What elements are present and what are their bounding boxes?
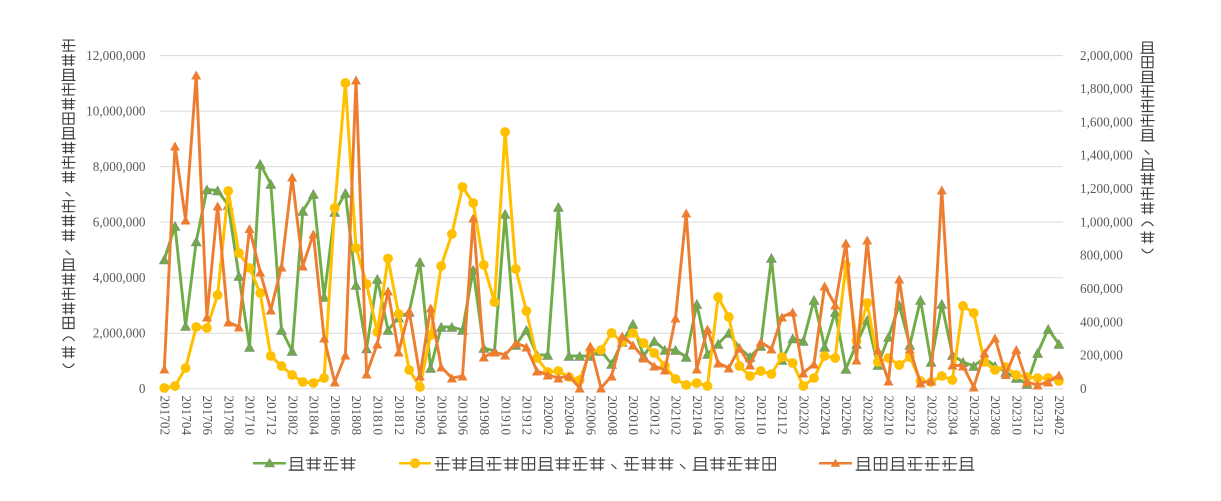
svg-text:8,000,000: 8,000,000 — [93, 159, 146, 174]
svg-text:1,400,000: 1,400,000 — [1080, 148, 1133, 163]
svg-text:202402: 202402 — [1052, 396, 1067, 436]
svg-text:202104: 202104 — [690, 396, 705, 436]
svg-text:201904: 201904 — [434, 396, 449, 436]
svg-text:202006: 202006 — [584, 396, 599, 436]
svg-text:201908: 201908 — [477, 396, 492, 436]
svg-text:202302: 202302 — [924, 396, 939, 436]
svg-text:202010: 202010 — [626, 396, 641, 436]
svg-text:202202: 202202 — [797, 396, 812, 436]
svg-text:600,000: 600,000 — [1080, 281, 1123, 296]
svg-text:201906: 201906 — [456, 396, 471, 436]
svg-text:12,000,000: 12,000,000 — [86, 48, 146, 63]
svg-text:202004: 202004 — [562, 396, 577, 436]
svg-text:0: 0 — [139, 381, 146, 396]
svg-text:6,000,000: 6,000,000 — [93, 214, 146, 229]
svg-text:201804: 201804 — [307, 396, 322, 436]
svg-text:202008: 202008 — [605, 396, 620, 436]
svg-text:202310: 202310 — [1010, 396, 1025, 436]
svg-text:201802: 201802 — [285, 396, 300, 436]
svg-text:201806: 201806 — [328, 396, 343, 436]
svg-text:201704: 201704 — [179, 396, 194, 436]
svg-text:201812: 201812 — [392, 396, 407, 436]
svg-text:202002: 202002 — [541, 396, 556, 436]
svg-text:400,000: 400,000 — [1080, 314, 1123, 329]
svg-text:201902: 201902 — [413, 396, 428, 436]
svg-text:201706: 201706 — [200, 396, 215, 436]
svg-text:202102: 202102 — [669, 396, 684, 436]
svg-text:201910: 201910 — [498, 396, 513, 436]
svg-text:202108: 202108 — [733, 396, 748, 436]
svg-text:202208: 202208 — [860, 396, 875, 436]
svg-text:10,000,000: 10,000,000 — [86, 103, 146, 118]
svg-text:2,000,000: 2,000,000 — [1080, 48, 1133, 63]
svg-text:202304: 202304 — [946, 396, 961, 436]
svg-text:202106: 202106 — [711, 396, 726, 436]
svg-text:1,200,000: 1,200,000 — [1080, 181, 1133, 196]
svg-text:202306: 202306 — [967, 396, 982, 436]
svg-text:201710: 201710 — [243, 396, 258, 436]
svg-text:0: 0 — [1080, 381, 1087, 396]
svg-text:201912: 201912 — [520, 396, 535, 436]
svg-text:1,800,000: 1,800,000 — [1080, 81, 1133, 96]
svg-text:201810: 201810 — [371, 396, 386, 436]
svg-text:201702: 201702 — [158, 396, 173, 436]
svg-text:202308: 202308 — [988, 396, 1003, 436]
svg-text:202012: 202012 — [647, 396, 662, 436]
svg-text:202210: 202210 — [882, 396, 897, 436]
svg-text:4,000,000: 4,000,000 — [93, 270, 146, 285]
svg-text:1,000,000: 1,000,000 — [1080, 214, 1133, 229]
svg-text:201708: 201708 — [221, 396, 236, 436]
svg-text:200,000: 200,000 — [1080, 348, 1123, 363]
svg-text:2,000,000: 2,000,000 — [93, 325, 146, 340]
svg-text:202212: 202212 — [903, 396, 918, 436]
svg-text:201808: 201808 — [349, 396, 364, 436]
svg-text:1,600,000: 1,600,000 — [1080, 114, 1133, 129]
svg-text:800,000: 800,000 — [1080, 248, 1123, 263]
svg-text:202110: 202110 — [754, 396, 769, 435]
svg-text:202312: 202312 — [1031, 396, 1046, 436]
svg-text:202204: 202204 — [818, 396, 833, 436]
svg-text:202206: 202206 — [839, 396, 854, 436]
svg-text:201712: 201712 — [264, 396, 279, 436]
svg-text:202112: 202112 — [775, 396, 790, 435]
